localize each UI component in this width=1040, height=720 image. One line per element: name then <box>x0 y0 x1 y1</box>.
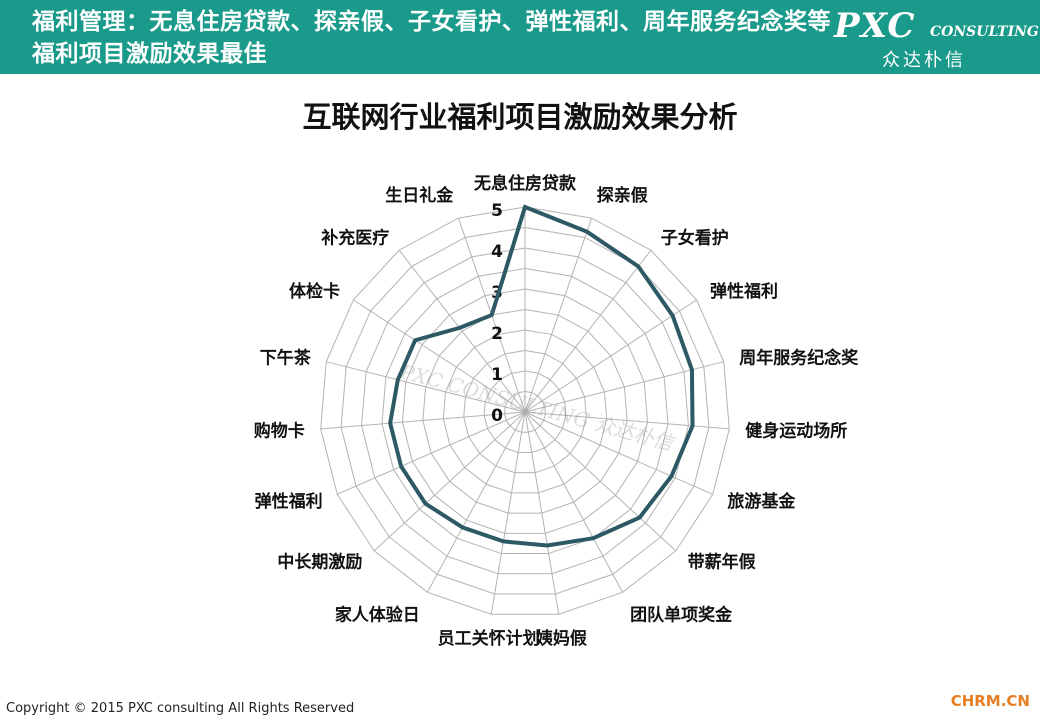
slide-title: 福利管理：无息住房贷款、探亲假、子女看护、弹性福利、周年服务纪念奖等福利项目激励… <box>32 9 831 67</box>
category-label: 旅游基金 <box>727 491 796 512</box>
logo-text-sub: CONSULTING <box>930 24 1039 40</box>
category-label: 生日礼金 <box>385 185 454 206</box>
grid-ring <box>401 288 649 534</box>
grid-ring <box>320 206 730 615</box>
grid-ring <box>483 370 567 453</box>
category-label: 子女看护 <box>661 228 729 249</box>
logo-text-cn: 众达朴信 <box>882 50 966 71</box>
grid-spoke <box>524 249 652 413</box>
copyright-text: Copyright © 2015 PXC consulting All Righ… <box>6 701 355 716</box>
grid-ring <box>442 329 608 494</box>
grid-spoke <box>524 411 713 495</box>
category-label: 购物卡 <box>254 420 305 441</box>
tick-label: 5 <box>491 201 503 221</box>
category-label: 探亲假 <box>597 185 648 206</box>
category-label: 中长期激励 <box>277 552 362 573</box>
category-label: 健身运动场所 <box>745 420 847 441</box>
grid-ring <box>463 349 587 474</box>
category-label: 弹性福利 <box>710 281 778 302</box>
grid-spoke <box>373 411 526 552</box>
category-label: 员工关怀计划 <box>438 628 540 649</box>
grid-ring <box>504 390 546 433</box>
grid-ring <box>422 308 628 514</box>
grid-spoke <box>524 411 677 552</box>
site-brand: CHRM.CN <box>950 692 1030 710</box>
category-label: 团队单项奖金 <box>630 604 733 625</box>
grid-spoke <box>337 411 526 495</box>
category-label: 弹性福利 <box>255 491 323 512</box>
tick-label: 0 <box>491 406 503 426</box>
grid-ring <box>381 267 669 555</box>
series-line <box>388 204 695 548</box>
category-label: 体检卡 <box>289 281 340 302</box>
category-label: 下午茶 <box>260 348 312 369</box>
grid-spoke <box>320 411 526 430</box>
category-label: 带薪年假 <box>688 552 756 573</box>
category-label: 无息住房贷款 <box>473 173 577 194</box>
grid-spoke <box>524 217 593 413</box>
grid-spoke <box>326 361 526 413</box>
grid-ring <box>340 226 710 595</box>
category-label: 姨妈假 <box>536 628 587 649</box>
chart-title: 互联网行业福利项目激励效果分析 <box>302 100 738 134</box>
grid-spoke <box>426 411 526 593</box>
grid-spoke <box>398 249 526 413</box>
title-bar: 福利管理：无息住房贷款、探亲假、子女看护、弹性福利、周年服务纪念奖等福利项目激励… <box>0 0 1040 74</box>
category-label: 补充医疗 <box>320 228 389 249</box>
grid-spoke <box>353 299 526 413</box>
tick-label: 4 <box>491 242 503 262</box>
grid-spoke <box>490 411 526 615</box>
category-label: 周年服务纪念奖 <box>739 348 859 369</box>
logo-text-main: PXC <box>834 6 916 46</box>
grid-spoke <box>524 411 624 593</box>
grid-spoke <box>524 411 560 615</box>
grid-spoke <box>524 299 697 413</box>
tick-label: 2 <box>491 324 503 344</box>
grid-ring <box>361 247 689 575</box>
tick-label: 1 <box>491 365 503 385</box>
company-logo: PXC CONSULTING 众达朴信 <box>834 6 1039 71</box>
category-label: 家人体验日 <box>335 604 420 625</box>
grid-spoke <box>524 411 730 430</box>
